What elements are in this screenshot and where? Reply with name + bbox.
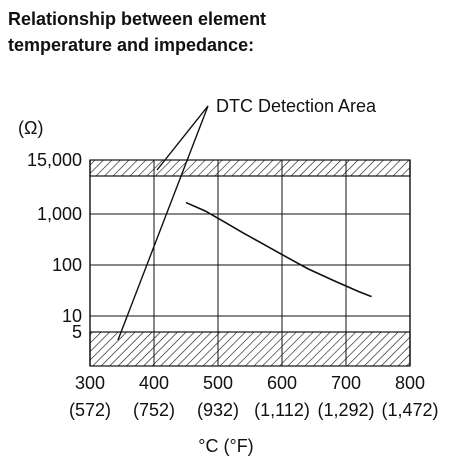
x-tick-label-800: 800 [395, 373, 425, 393]
leader-line-lower-band [117, 105, 209, 341]
y-tick-label-1000: 1,000 [37, 204, 82, 224]
x-tick-label-400: 400 [139, 373, 169, 393]
x-tick-label-secondary-500: (932) [197, 400, 239, 420]
x-tick-label-secondary-600: (1,112) [254, 400, 310, 420]
x-tick-label-600: 600 [267, 373, 297, 393]
dtc-band-2 [89, 331, 411, 367]
leader-line-upper-band [156, 105, 209, 171]
y-tick-label-15000: 15,000 [27, 150, 82, 170]
impedance-curve-1 [185, 201, 372, 298]
chart-title-line-2: temperature and impedance: [8, 35, 255, 55]
x-axis-label: °C (°F) [198, 436, 253, 456]
chart-title: Relationship between element temperature… [8, 6, 448, 58]
chart-title-line-1: Relationship between element [8, 9, 267, 29]
annotation-layer: DTC Detection Area [117, 96, 377, 341]
y-tick-label-10: 10 [62, 306, 82, 326]
x-tick-label-700: 700 [331, 373, 361, 393]
y-tick-label-100: 100 [52, 255, 82, 275]
x-tick-label-secondary-700: (1,292) [317, 400, 374, 420]
series-layer [185, 201, 372, 298]
y-axis-label: (Ω) [18, 118, 43, 138]
shaded-bands [89, 159, 411, 367]
annotation-dtc-detection-area: DTC Detection Area [216, 96, 377, 116]
x-tick-label-secondary-800: (1,472) [381, 400, 438, 420]
x-tick-label-secondary-300: (572) [69, 400, 111, 420]
x-tick-label-300: 300 [75, 373, 105, 393]
x-tick-label-500: 500 [203, 373, 233, 393]
dtc-band-1 [89, 159, 411, 177]
grid-lines [89, 159, 411, 366]
axis-labels: (Ω) °C (°F) 510 100 1,000 15,000 300 (572) 400… [18, 118, 439, 456]
x-tick-label-secondary-400: (752) [133, 400, 175, 420]
y-tick-label-5: 5 [72, 322, 82, 342]
